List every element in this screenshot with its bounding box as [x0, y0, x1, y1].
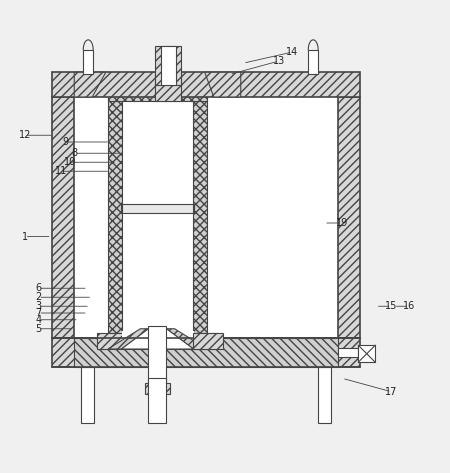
Text: 15: 15 [385, 301, 398, 311]
Bar [148, 378, 166, 423]
Text: 16: 16 [403, 301, 416, 311]
Bar [155, 72, 181, 102]
Text: 9: 9 [62, 137, 68, 147]
Text: 2: 2 [35, 292, 41, 302]
Text: 11: 11 [54, 166, 67, 176]
Polygon shape [108, 329, 148, 349]
Bar [52, 72, 360, 97]
Bar [97, 333, 218, 349]
Bar [194, 333, 223, 349]
Text: 14: 14 [286, 47, 299, 57]
Text: 5: 5 [35, 324, 41, 334]
Bar [83, 50, 93, 75]
Bar [308, 50, 318, 75]
Polygon shape [122, 329, 194, 349]
Text: 7: 7 [35, 308, 41, 318]
Bar [358, 345, 375, 362]
Bar [81, 367, 94, 423]
Bar [52, 338, 360, 367]
Bar [145, 383, 170, 394]
Bar [338, 348, 358, 357]
Text: 17: 17 [385, 387, 398, 397]
Text: 13: 13 [273, 56, 285, 66]
Bar [122, 331, 194, 347]
Bar [338, 97, 360, 338]
Polygon shape [166, 329, 207, 349]
Text: 10: 10 [63, 157, 76, 167]
Text: 6: 6 [35, 283, 41, 293]
Bar [148, 326, 166, 383]
Text: 1: 1 [22, 231, 28, 242]
Bar [318, 367, 331, 423]
Bar [194, 97, 207, 333]
Text: 3: 3 [35, 301, 41, 311]
Bar [74, 97, 338, 338]
Polygon shape [205, 72, 241, 97]
Bar [108, 90, 207, 102]
Polygon shape [74, 72, 106, 97]
Text: 12: 12 [18, 130, 31, 140]
Bar [52, 97, 74, 338]
Bar [74, 338, 338, 367]
Bar [121, 204, 194, 212]
Text: 8: 8 [71, 148, 77, 158]
Text: 4: 4 [35, 315, 41, 325]
Bar [155, 46, 181, 85]
Bar [122, 102, 194, 333]
Bar [161, 46, 176, 85]
Bar [108, 97, 122, 333]
Text: 19: 19 [336, 218, 348, 228]
